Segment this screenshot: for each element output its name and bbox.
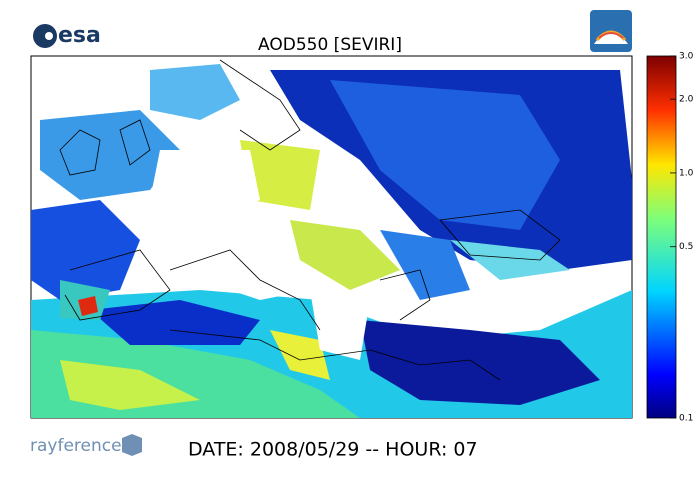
map-title: AOD550 [SEVIRI] xyxy=(258,35,402,55)
colorbar-tick-label: 0.1 xyxy=(679,414,693,424)
rayference-logo: rayference xyxy=(30,434,142,456)
colorbar-tick-label: 0.5 xyxy=(679,242,693,252)
project-logo xyxy=(590,10,632,52)
colorbar-tick-label: 2.0 xyxy=(679,95,694,105)
colorbar-tick-label: 1.0 xyxy=(679,168,694,178)
esa-logo: esa xyxy=(33,23,101,48)
rayference-text: rayference xyxy=(30,436,122,456)
date-label: DATE: 2008/05/29 -- HOUR: 07 xyxy=(188,439,478,461)
colorbar-ticks: 3.0 2.0 1.0 0.5 0.1 xyxy=(670,52,694,424)
aod-map xyxy=(31,59,632,418)
esa-text: esa xyxy=(58,23,101,48)
colorbar-tick-label: 3.0 xyxy=(679,52,694,62)
colorbar xyxy=(646,55,677,419)
